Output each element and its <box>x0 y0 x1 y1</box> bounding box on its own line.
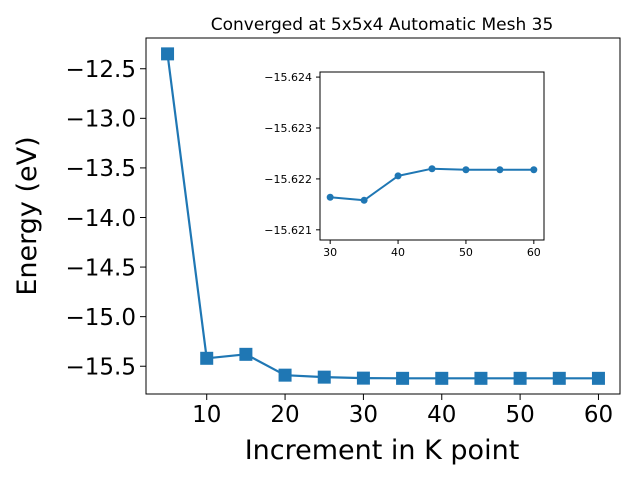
inset-data-point <box>462 166 470 174</box>
inset-axis-ticks: 30 40 50 60 −15.621 −15.622 −15.623 −15.624 <box>264 71 541 259</box>
inset-data-point <box>530 166 538 174</box>
main-data-point <box>435 371 449 385</box>
x-axis-label: Increment in K point <box>245 435 520 466</box>
inset-data-point <box>326 193 334 201</box>
inset-data-point <box>360 196 368 204</box>
main-y-tick-label: −15.5 <box>66 355 136 381</box>
inset-data-point <box>496 166 504 174</box>
inset-data-point <box>394 172 402 180</box>
main-axis-ticks: 10 20 30 40 50 60 −15.5 −15.0 −14.5 −14.0 −13.5 −13… <box>66 57 614 428</box>
inset-plot-frame <box>319 71 545 241</box>
main-data-point <box>513 371 527 385</box>
main-data-point <box>396 371 410 385</box>
inset-y-tick-label: −15.622 <box>264 173 312 186</box>
main-data-point <box>278 368 292 382</box>
inset-series <box>326 165 538 204</box>
main-y-tick-label: −13.0 <box>66 107 136 133</box>
main-x-tick-label: 20 <box>270 402 299 428</box>
inset-x-tick-label: 60 <box>527 246 541 259</box>
main-y-tick-label: −12.5 <box>66 57 136 83</box>
main-data-point <box>552 371 566 385</box>
main-series-line <box>166 53 599 380</box>
inset-background <box>320 72 544 240</box>
main-y-tick-label: −14.0 <box>66 206 136 232</box>
chart-title: Converged at 5x5x4 Automatic Mesh 35 <box>211 15 554 35</box>
main-data-point <box>356 371 370 385</box>
main-x-tick-label: 40 <box>427 402 456 428</box>
main-data-point <box>317 370 331 384</box>
inset-data-point <box>428 165 436 173</box>
inset-y-tick-label: −15.623 <box>264 122 312 135</box>
main-y-tick-label: −13.5 <box>66 156 136 182</box>
main-data-point <box>591 371 605 385</box>
main-y-tick-label: −14.5 <box>66 255 136 281</box>
inset-y-tick-label: −15.621 <box>264 224 312 237</box>
inset-x-tick-label: 50 <box>459 246 473 259</box>
main-x-tick-label: 50 <box>505 402 534 428</box>
main-series <box>161 47 605 385</box>
main-data-point <box>239 347 253 361</box>
main-x-tick-label: 30 <box>349 402 378 428</box>
inset-x-tick-label: 40 <box>391 246 405 259</box>
main-x-tick-label: 10 <box>192 402 221 428</box>
inset-x-tick-label: 30 <box>323 246 337 259</box>
main-data-point <box>474 371 488 385</box>
main-data-point <box>161 47 175 61</box>
inset-y-tick-label: −15.624 <box>264 71 312 84</box>
main-data-point <box>200 351 214 365</box>
y-axis-label: Energy (eV) <box>12 136 43 295</box>
main-plot-frame <box>145 37 621 395</box>
main-y-tick-label: −15.0 <box>66 305 136 331</box>
main-x-tick-label: 60 <box>584 402 613 428</box>
